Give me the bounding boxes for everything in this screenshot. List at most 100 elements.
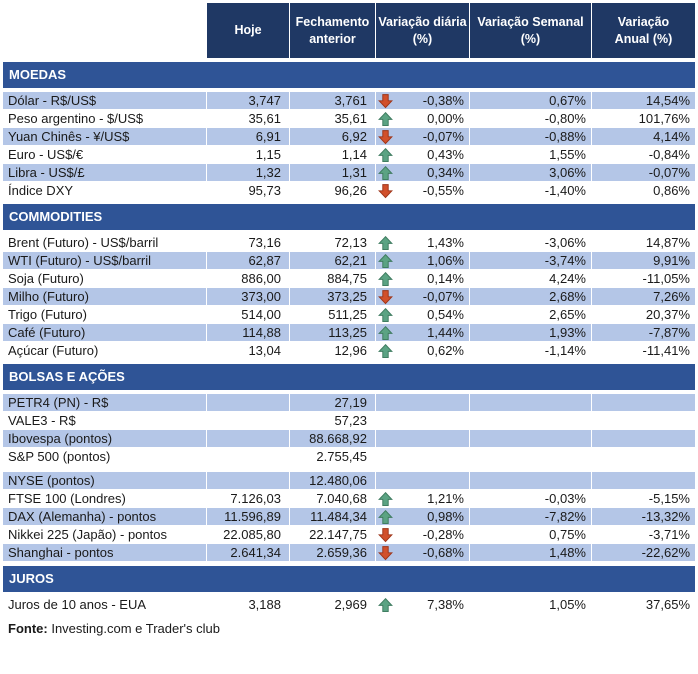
cell-variacao-semanal: -1,14% — [470, 342, 592, 360]
section-header-moedas: MOEDAS — [3, 62, 695, 88]
cell-hoje: 11.596,89 — [207, 508, 290, 526]
cell-variacao-diaria: 1,43% — [376, 234, 470, 252]
cell-hoje: 7.126,03 — [207, 490, 290, 508]
cell-fechamento-anterior: 2.755,45 — [290, 448, 376, 466]
cell-variacao-anual: 4,14% — [592, 128, 695, 146]
row-label: Juros de 10 anos - EUA — [3, 596, 207, 614]
row-label: Peso argentino - $/US$ — [3, 110, 207, 128]
cell-variacao-diaria: 1,21% — [376, 490, 470, 508]
cell-variacao-diaria: 0,14% — [376, 270, 470, 288]
cell-fechamento-anterior: 7.040,68 — [290, 490, 376, 508]
cell-hoje: 13,04 — [207, 342, 290, 360]
cell-variacao-anual: -7,87% — [592, 324, 695, 342]
variacao-diaria-value: 0,62% — [427, 342, 464, 358]
variacao-diaria-value: 0,00% — [427, 110, 464, 126]
cell-variacao-anual — [592, 472, 695, 490]
up-arrow-icon — [378, 325, 393, 341]
cell-hoje: 886,00 — [207, 270, 290, 288]
cell-hoje: 95,73 — [207, 182, 290, 200]
cell-fechamento-anterior: 3,761 — [290, 92, 376, 110]
table-row: Ibovespa (pontos) 88.668,92 — [3, 430, 695, 448]
column-header-fechamento-anterior: Fechamento anterior — [290, 3, 376, 58]
section-header-commodities: COMMODITIES — [3, 204, 695, 230]
column-header-variacao-semanal: Variação Semanal (%) — [470, 3, 592, 58]
cell-variacao-semanal — [470, 448, 592, 466]
cell-fechamento-anterior: 96,26 — [290, 182, 376, 200]
cell-hoje: 2.641,34 — [207, 544, 290, 562]
cell-variacao-anual: -0,07% — [592, 164, 695, 182]
cell-variacao-semanal: 1,93% — [470, 324, 592, 342]
cell-variacao-diaria: 1,44% — [376, 324, 470, 342]
row-label: DAX (Alemanha) - pontos — [3, 508, 207, 526]
cell-fechamento-anterior: 12.480,06 — [290, 472, 376, 490]
table-row: Shanghai - pontos 2.641,34 2.659,36 -0,68% 1… — [3, 544, 695, 562]
row-label: S&P 500 (pontos) — [3, 448, 207, 466]
cell-hoje: 6,91 — [207, 128, 290, 146]
cell-variacao-anual — [592, 448, 695, 466]
cell-variacao-anual: 7,26% — [592, 288, 695, 306]
cell-fechamento-anterior: 2.659,36 — [290, 544, 376, 562]
table-row: S&P 500 (pontos) 2.755,45 — [3, 448, 695, 466]
cell-fechamento-anterior: 35,61 — [290, 110, 376, 128]
table-row: Yuan Chinês - ¥/US$ 6,91 6,92 -0,07% -0,88% 4… — [3, 128, 695, 146]
variacao-diaria-value: 1,44% — [427, 324, 464, 340]
cell-hoje: 1,15 — [207, 146, 290, 164]
table-row: Soja (Futuro) 886,00 884,75 0,14% 4,24% -11,0… — [3, 270, 695, 288]
source-footer: Fonte: Investing.com e Trader's club — [3, 621, 695, 636]
cell-fechamento-anterior: 72,13 — [290, 234, 376, 252]
cell-fechamento-anterior: 2,969 — [290, 596, 376, 614]
table-row: Índice DXY 95,73 96,26 -0,55% -1,40% 0,86% — [3, 182, 695, 200]
cell-variacao-semanal: -3,06% — [470, 234, 592, 252]
row-label: Libra - US$/£ — [3, 164, 207, 182]
up-arrow-icon — [378, 307, 393, 323]
cell-variacao-semanal: -0,03% — [470, 490, 592, 508]
table-row: PETR4 (PN) - R$ 27,19 — [3, 394, 695, 412]
cell-variacao-anual: 0,86% — [592, 182, 695, 200]
cell-variacao-anual: 37,65% — [592, 596, 695, 614]
cell-variacao-diaria: 7,38% — [376, 596, 470, 614]
table-row: Milho (Futuro) 373,00 373,25 -0,07% 2,68% 7,2… — [3, 288, 695, 306]
down-arrow-icon — [378, 183, 393, 199]
cell-variacao-anual: 101,76% — [592, 110, 695, 128]
up-arrow-icon — [378, 235, 393, 251]
up-arrow-icon — [378, 147, 393, 163]
cell-variacao-semanal: 1,48% — [470, 544, 592, 562]
header-row: Hoje Fechamento anterior Variação diária (… — [207, 3, 695, 58]
row-label: Índice DXY — [3, 182, 207, 200]
row-label: Nikkei 225 (Japão) - pontos — [3, 526, 207, 544]
cell-variacao-semanal: 1,55% — [470, 146, 592, 164]
table-row: Açúcar (Futuro) 13,04 12,96 0,62% -1,14% -11,… — [3, 342, 695, 360]
cell-hoje: 22.085,80 — [207, 526, 290, 544]
cell-variacao-diaria: -0,28% — [376, 526, 470, 544]
section-header-bolsas-e-acoes: BOLSAS E AÇÕES — [3, 364, 695, 390]
cell-variacao-anual: -22,62% — [592, 544, 695, 562]
cell-variacao-semanal: -0,80% — [470, 110, 592, 128]
up-arrow-icon — [378, 491, 393, 507]
cell-variacao-anual — [592, 394, 695, 412]
source-text: Investing.com e Trader's club — [47, 621, 221, 636]
cell-variacao-semanal — [470, 394, 592, 412]
cell-variacao-semanal: 1,05% — [470, 596, 592, 614]
variacao-diaria-value: 1,21% — [427, 490, 464, 506]
cell-fechamento-anterior: 88.668,92 — [290, 430, 376, 448]
table-row: NYSE (pontos) 12.480,06 — [3, 472, 695, 490]
table-row: Café (Futuro) 114,88 113,25 1,44% 1,93% -7,87… — [3, 324, 695, 342]
table-row: Euro - US$/€ 1,15 1,14 0,43% 1,55% -0,84% — [3, 146, 695, 164]
table-row: FTSE 100 (Londres) 7.126,03 7.040,68 1,21% -… — [3, 490, 695, 508]
cell-fechamento-anterior: 884,75 — [290, 270, 376, 288]
row-label: Brent (Futuro) - US$/barril — [3, 234, 207, 252]
cell-fechamento-anterior: 511,25 — [290, 306, 376, 324]
cell-variacao-diaria: 0,54% — [376, 306, 470, 324]
variacao-diaria-value: 0,54% — [427, 306, 464, 322]
cell-variacao-semanal — [470, 472, 592, 490]
cell-variacao-diaria: -0,68% — [376, 544, 470, 562]
table-row: DAX (Alemanha) - pontos 11.596,89 11.484,3… — [3, 508, 695, 526]
cell-hoje: 35,61 — [207, 110, 290, 128]
down-arrow-icon — [378, 545, 393, 561]
column-header-hoje: Hoje — [207, 3, 290, 58]
cell-variacao-semanal: 3,06% — [470, 164, 592, 182]
cell-hoje: 1,32 — [207, 164, 290, 182]
table-sections: MOEDAS Dólar - R$/US$ 3,747 3,761 -0,38% 0,67… — [3, 62, 695, 614]
source-label: Fonte: — [8, 621, 48, 636]
up-arrow-icon — [378, 253, 393, 269]
